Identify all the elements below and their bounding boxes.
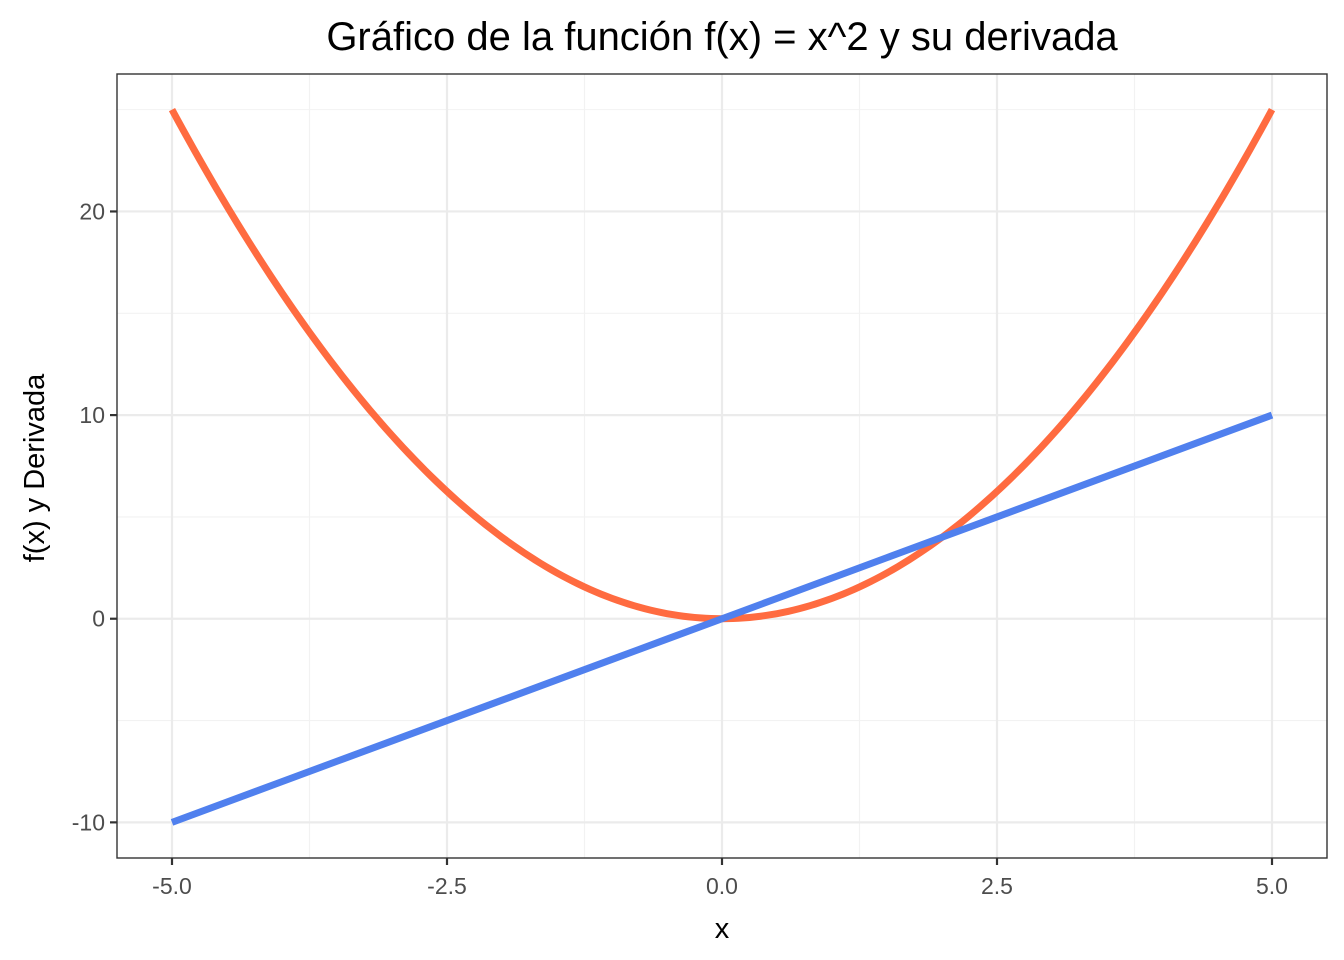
- y-axis-title: f(x) y Derivada: [19, 373, 51, 562]
- x-axis-title: x: [715, 913, 730, 945]
- y-tick-label: -10: [72, 809, 105, 835]
- y-tick-label: 10: [79, 402, 105, 428]
- series-layer: [168, 107, 1276, 826]
- major-grid: [117, 74, 1327, 858]
- x-tick-label: -5.0: [152, 873, 192, 899]
- x-tick-label: 5.0: [1256, 873, 1288, 899]
- x-tick-label: 2.5: [981, 873, 1013, 899]
- y-axis: -10 0 10 20: [72, 198, 117, 835]
- x-tick-label: -2.5: [427, 873, 467, 899]
- series-line-derivative: [170, 411, 1274, 826]
- x-axis: -5.0 -2.5 0.0 2.5 5.0: [152, 858, 1288, 899]
- y-tick-label: 0: [92, 606, 105, 632]
- chart-title: Gráfico de la función f(x) = x^2 y su de…: [326, 15, 1118, 59]
- x-tick-label: 0.0: [706, 873, 738, 899]
- y-tick-label: 20: [79, 198, 105, 224]
